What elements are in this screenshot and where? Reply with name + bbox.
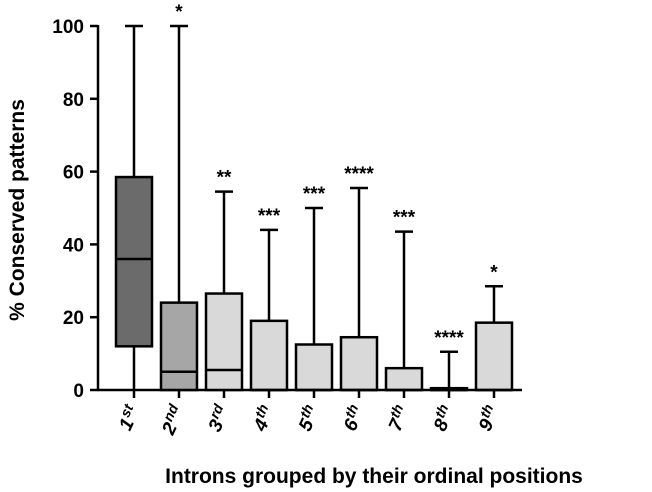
y-tick-label: 0	[73, 381, 84, 402]
y-tick-label: 100	[52, 17, 84, 38]
ordinal-suffix: th	[251, 402, 271, 421]
box-2	[159, 24, 199, 398]
x-tick-label: 8th	[426, 402, 459, 435]
y-tick-label: 80	[63, 90, 84, 111]
significance-label: ****	[344, 164, 374, 185]
box-7	[384, 230, 424, 398]
y-tick-label: 40	[63, 235, 84, 256]
box-9	[474, 285, 514, 398]
ordinal-suffix: th	[431, 402, 451, 421]
box	[474, 321, 514, 392]
box-4	[249, 228, 289, 398]
ordinal-suffix: th	[296, 402, 316, 421]
ordinal-suffix: th	[341, 402, 361, 421]
box	[339, 335, 379, 392]
box	[114, 175, 154, 348]
x-tick-label: 4th	[246, 402, 280, 436]
box-8	[429, 350, 469, 398]
box	[204, 292, 244, 392]
significance-label: *	[490, 262, 498, 283]
x-tick-label: 3rd	[201, 401, 235, 435]
x-tick-label: 9th	[471, 402, 504, 435]
x-tick-label: 5th	[291, 402, 324, 435]
ordinal-suffix: th	[476, 402, 496, 421]
x-tick-label: 7th	[381, 402, 414, 435]
box-1	[114, 24, 154, 398]
box-3	[204, 190, 244, 398]
ordinal-suffix: rd	[206, 401, 227, 421]
significance-label: ****	[434, 328, 464, 349]
ordinal-suffix: th	[386, 402, 406, 421]
y-tick-label: 60	[63, 163, 84, 184]
significance-label: **	[217, 168, 232, 189]
y-axis-label: % Conserved patterns	[6, 99, 29, 321]
significance-label: ***	[258, 206, 281, 227]
significance-label: ***	[303, 184, 326, 205]
significance-label: *	[175, 2, 183, 23]
box-6	[339, 186, 379, 398]
box	[249, 319, 289, 392]
box-5	[294, 206, 334, 398]
x-tick-label: 6th	[336, 402, 369, 435]
x-tick-label: 1st	[112, 400, 145, 434]
boxes	[114, 24, 514, 398]
x-tick-label: 2nd	[154, 401, 189, 439]
ordinal-suffix: nd	[160, 401, 182, 424]
x-axis-label: Introns grouped by their ordinal positio…	[165, 465, 583, 488]
box	[384, 366, 424, 392]
y-tick-label: 20	[63, 308, 84, 329]
box	[159, 301, 199, 392]
significance-label: ***	[393, 208, 416, 229]
box	[294, 343, 334, 392]
